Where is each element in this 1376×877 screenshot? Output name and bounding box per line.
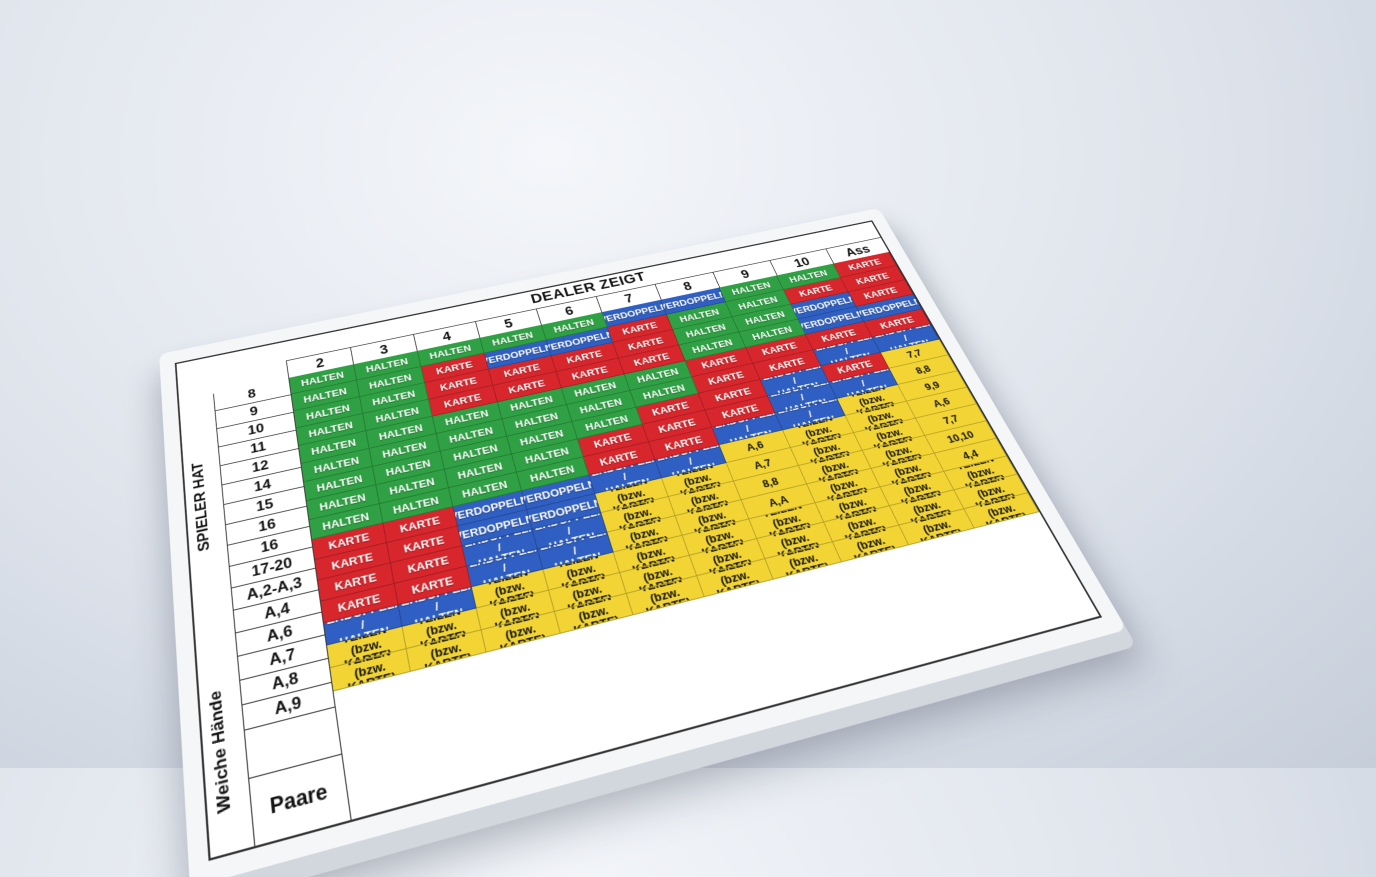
player-title: SPIELER HAT: [189, 461, 214, 554]
scene: DEALER ZEIGT 2 3 4 5 6 7 8 9 10 Ass SPIELER HAT W…: [0, 0, 1376, 768]
strategy-chart: DEALER ZEIGT 2 3 4 5 6 7 8 9 10 Ass SPIELER HAT W…: [175, 220, 1102, 861]
soft-hands-title: Weiche Hände: [205, 688, 235, 815]
strategy-board: DEALER ZEIGT 2 3 4 5 6 7 8 9 10 Ass SPIELER HAT W…: [159, 208, 1127, 877]
